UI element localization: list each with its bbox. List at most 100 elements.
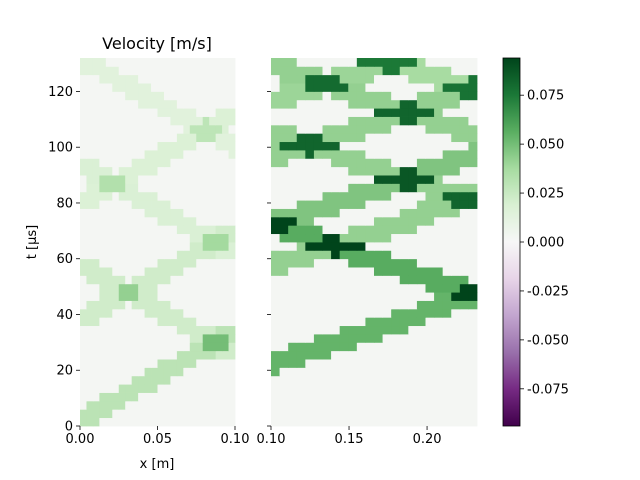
heatmap-cell: [138, 350, 145, 360]
heatmap-cell: [209, 216, 217, 226]
heatmap-cell: [296, 308, 306, 318]
heatmap-cell: [348, 242, 358, 251]
heatmap-cell: [215, 208, 223, 218]
heatmap-cell: [374, 166, 383, 176]
heatmap-cell: [468, 400, 478, 410]
heatmap-cell: [305, 325, 315, 335]
heatmap-cell: [222, 342, 229, 352]
heatmap-cell: [99, 384, 107, 393]
heatmap-cell: [151, 141, 158, 151]
heatmap-cell: [228, 283, 236, 293]
heatmap-cell: [425, 392, 435, 402]
heatmap-cell: [228, 317, 236, 327]
heatmap-cell: [92, 375, 100, 385]
heatmap-cell: [196, 225, 204, 235]
heatmap-cell: [196, 191, 204, 201]
heatmap-cell: [228, 233, 236, 243]
heatmap-cell: [138, 359, 145, 368]
heatmap-cell: [125, 350, 133, 360]
heatmap-cell: [215, 283, 223, 293]
heatmap-cell: [157, 292, 165, 301]
heatmap-cell: [313, 66, 323, 76]
heatmap-cell: [189, 400, 197, 410]
heatmap-cell: [209, 74, 217, 84]
heatmap-cell: [279, 233, 289, 243]
heatmap-cell: [131, 334, 139, 343]
heatmap-cell: [468, 133, 478, 143]
heatmap-cell: [151, 58, 158, 67]
heatmap-cell: [288, 367, 298, 377]
heatmap-cell: [209, 258, 217, 268]
heatmap-cell: [271, 308, 280, 318]
heatmap-cell: [157, 258, 165, 268]
heatmap-cell: [288, 58, 298, 67]
heatmap-cell: [170, 200, 178, 209]
heatmap-cell: [138, 308, 145, 318]
heatmap-cell: [365, 242, 375, 251]
heatmap-cell: [151, 375, 158, 385]
heatmap-cell: [331, 99, 341, 109]
heatmap-cell: [196, 233, 204, 243]
heatmap-cell: [271, 133, 280, 143]
heatmap-cell: [163, 292, 171, 301]
heatmap-cell: [202, 150, 210, 159]
heatmap-cell: [348, 116, 358, 126]
heatmap-cell: [391, 350, 401, 360]
heatmap-cell: [157, 150, 165, 159]
heatmap-cell: [339, 233, 349, 243]
heatmap-cell: [196, 158, 204, 168]
heatmap-cell: [399, 384, 409, 393]
heatmap-cell: [313, 375, 323, 385]
heatmap-cell: [434, 250, 444, 260]
heatmap-cell: [425, 200, 435, 209]
heatmap-cell: [374, 300, 383, 310]
heatmap-cell: [144, 258, 152, 268]
heatmap-cell: [157, 417, 165, 427]
heatmap-cell: [215, 342, 223, 352]
heatmap-cell: [425, 292, 435, 301]
heatmap-cell: [215, 275, 223, 285]
heatmap-cell: [176, 350, 184, 360]
heatmap-cell: [99, 292, 107, 301]
heatmap-cell: [365, 359, 375, 368]
heatmap-cell: [183, 116, 191, 126]
heatmap-cell: [365, 91, 375, 101]
heatmap-cell: [416, 308, 426, 318]
heatmap-cell: [163, 275, 171, 285]
heatmap-cell: [144, 250, 152, 260]
heatmap-cell: [305, 175, 315, 184]
heatmap-cell: [222, 300, 229, 310]
heatmap-cell: [196, 150, 204, 159]
heatmap-cell: [408, 116, 418, 126]
heatmap-cell: [296, 141, 306, 151]
heatmap-cell: [222, 99, 229, 109]
heatmap-cell: [288, 275, 298, 285]
heatmap-cell: [125, 392, 133, 402]
heatmap-right-cells: [271, 58, 478, 427]
heatmap-cell: [112, 158, 120, 168]
heatmap-cell: [442, 175, 452, 184]
heatmap-cell: [468, 66, 478, 76]
heatmap-cell: [279, 191, 289, 201]
heatmap-cell: [222, 83, 229, 92]
heatmap-cell: [279, 242, 289, 251]
heatmap-cell: [365, 133, 375, 143]
heatmap-cell: [271, 58, 280, 67]
heatmap-cell: [468, 150, 478, 159]
heatmap-cell: [125, 400, 133, 410]
heatmap-cell: [305, 141, 315, 151]
heatmap-cell: [189, 133, 197, 143]
heatmap-cell: [408, 275, 418, 285]
heatmap-cell: [348, 258, 358, 268]
heatmap-cell: [183, 99, 191, 109]
heatmap-cell: [131, 308, 139, 318]
heatmap-cell: [215, 58, 223, 67]
x-tick-label: 0.10: [257, 432, 286, 447]
heatmap-cell: [459, 200, 469, 209]
heatmap-cell: [279, 258, 289, 268]
heatmap-cell: [296, 325, 306, 335]
heatmap-cell: [112, 367, 120, 377]
heatmap-cell: [288, 258, 298, 268]
heatmap-cell: [288, 175, 298, 184]
heatmap-cell: [399, 275, 409, 285]
